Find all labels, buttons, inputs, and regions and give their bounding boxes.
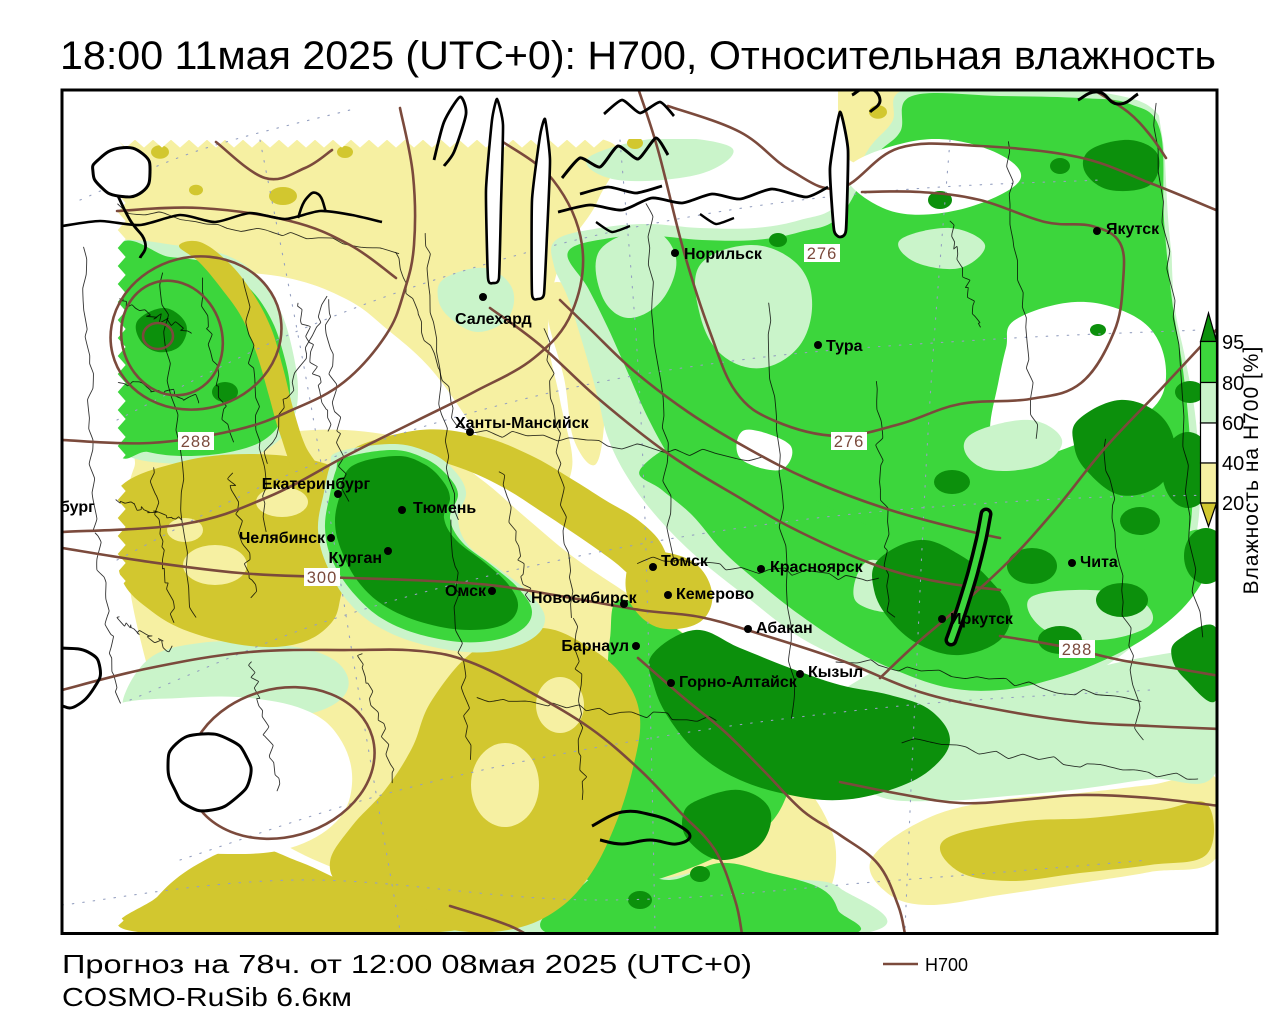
svg-text:Иркутск: Иркутск <box>950 611 1014 628</box>
svg-text:18:00 11мая 2025 (UTC+0): H700: 18:00 11мая 2025 (UTC+0): H700, Относите… <box>60 34 1216 78</box>
svg-text:Екатеринбург: Екатеринбург <box>262 476 371 493</box>
svg-text:H700: H700 <box>925 955 968 975</box>
svg-text:Норильск: Норильск <box>684 246 763 263</box>
svg-text:80: 80 <box>1222 373 1244 395</box>
svg-text:Томск: Томск <box>661 553 709 570</box>
svg-text:Влажность на H700 [%]: Влажность на H700 [%] <box>1240 346 1263 595</box>
svg-text:Абакан: Абакан <box>756 620 813 637</box>
svg-text:Кемерово: Кемерово <box>676 586 754 603</box>
svg-text:Горно-Алтайск: Горно-Алтайск <box>679 674 798 691</box>
svg-text:Курган: Курган <box>329 550 382 567</box>
svg-text:Якутск: Якутск <box>1106 221 1160 238</box>
svg-text:Прогноз на 78ч. от 12:00 08мая: Прогноз на 78ч. от 12:00 08мая 2025 (UTC… <box>62 949 752 979</box>
svg-text:288: 288 <box>181 433 212 451</box>
svg-text:Тюмень: Тюмень <box>413 500 476 517</box>
svg-text:Кызыл: Кызыл <box>808 664 863 681</box>
svg-text:95: 95 <box>1222 332 1244 354</box>
svg-text:40: 40 <box>1222 453 1244 475</box>
svg-text:Красноярск: Красноярск <box>770 559 864 576</box>
svg-text:Салехард: Салехард <box>455 311 532 328</box>
svg-text:Чита: Чита <box>1080 554 1118 571</box>
svg-text:288: 288 <box>1062 641 1093 659</box>
svg-text:276: 276 <box>807 245 838 263</box>
svg-text:Барнаул: Барнаул <box>561 638 629 655</box>
svg-text:бург: бург <box>60 499 95 516</box>
svg-text:Новосибирск: Новосибирск <box>531 590 638 607</box>
svg-text:60: 60 <box>1222 413 1244 435</box>
svg-text:Тура: Тура <box>826 338 863 355</box>
svg-text:20: 20 <box>1222 493 1244 515</box>
svg-text:COSMO-RuSib 6.6км: COSMO-RuSib 6.6км <box>62 982 352 1012</box>
svg-text:Ханты-Мансийск: Ханты-Мансийск <box>455 415 590 432</box>
svg-text:Омск: Омск <box>445 583 487 600</box>
svg-text:Челябинск: Челябинск <box>239 530 326 547</box>
svg-text:276: 276 <box>834 433 865 451</box>
svg-text:300: 300 <box>307 569 338 587</box>
